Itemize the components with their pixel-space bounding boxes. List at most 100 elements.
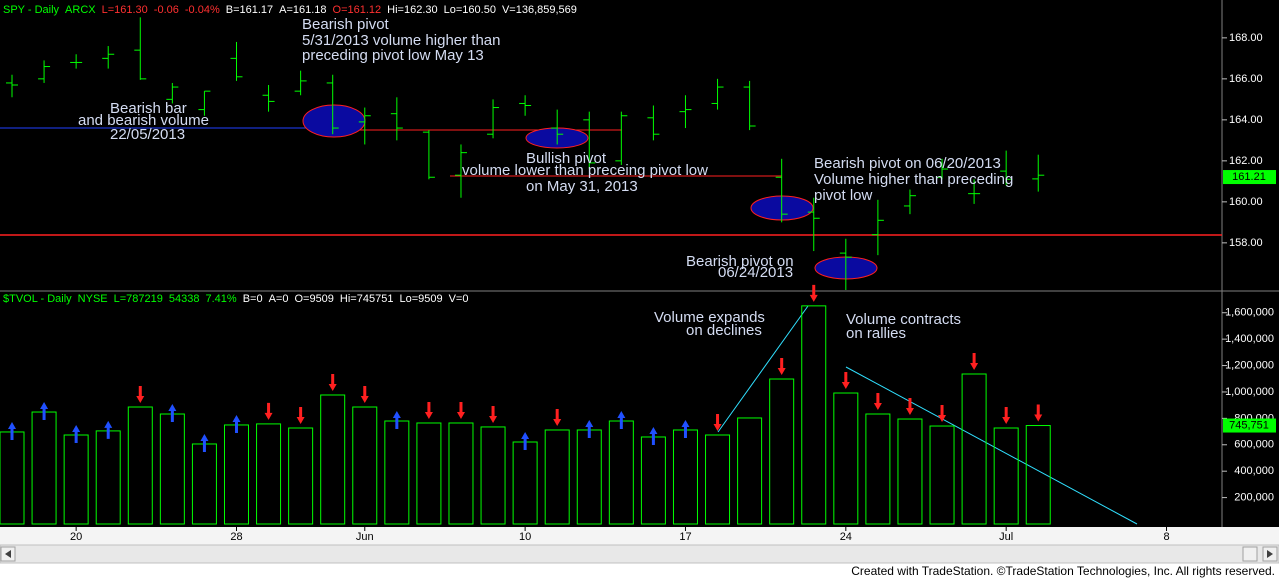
volume-bar [127,406,153,525]
volume-bar [865,413,891,525]
scroll-right-icon [1267,550,1273,558]
volume-bar [288,427,314,525]
signal-arrow [681,419,690,438]
x-tick-label: Jun [356,531,374,543]
y-tick-label: 1,200,000 [1225,359,1274,371]
volume-bar [416,422,442,525]
annotation: Volume expands [654,309,765,326]
annotation: 06/24/2013 [718,264,793,281]
y-tick-label: 160.00 [1229,196,1263,208]
volume-bar [544,429,570,525]
signal-arrow [553,408,562,426]
signal-arrow [777,358,786,376]
annotation: Volume higher than preceding [814,171,1013,188]
annotation: Volume contracts [846,311,961,328]
signal-arrow [136,386,145,404]
annotation: 22/05/2013 [110,126,185,143]
signal-arrow [40,402,49,421]
volume-bar [480,426,506,525]
header-field: V=0 [449,293,469,305]
header-field: O=161.12 [333,4,382,16]
header-field: Lo=160.50 [444,4,496,16]
chart-background [0,0,1279,527]
signal-arrow [521,432,530,451]
scrollbar[interactable] [0,544,1279,564]
x-tick-label: 8 [1163,531,1169,543]
y-tick-label: 158.00 [1229,237,1263,249]
x-tick-label: 20 [70,531,82,543]
y-tick-label: 166.00 [1229,73,1263,85]
signal-arrow [649,426,658,445]
header-field: L=787219 [114,293,163,305]
signal-arrow [264,402,273,420]
volume-bar [961,373,987,525]
volume-bar [929,425,955,525]
x-tick-label: 28 [230,531,242,543]
volume-bar [256,423,282,525]
volume-bar [448,422,474,525]
annotation: Bearish pivot on 06/20/2013 [814,155,1001,172]
y-tick-label: 164.00 [1229,114,1263,126]
annotation: on declines [686,322,762,339]
signal-arrow [8,421,16,440]
signal-arrow [72,425,81,444]
scroll-thumb[interactable] [1242,546,1258,562]
pivot-ellipse [302,104,366,138]
signal-arrow [585,419,594,438]
header-field: B=0 [243,293,263,305]
volume-bar [801,305,827,525]
header-field: Hi=745751 [340,293,394,305]
header-field: $TVOL - Daily [3,293,72,305]
header-field: A=0 [269,293,289,305]
signal-arrow [809,284,818,302]
volume-bar [1025,425,1051,525]
signal-arrow [424,401,433,419]
header-field: O=9509 [294,293,333,305]
signal-arrow [104,420,113,439]
y-tick-label: 1,600,000 [1225,307,1274,319]
header-field: Lo=9509 [399,293,442,305]
annotation: preceding pivot low May 13 [302,47,484,64]
signal-arrow [456,401,465,419]
signal-arrow [970,352,979,370]
last-volume-label: 745,751 [1229,419,1269,431]
y-tick-label: 200,000 [1234,491,1274,503]
annotation: Bullish pivot [526,150,607,167]
y-tick-label: 600,000 [1234,439,1274,451]
header-field: V=136,859,569 [502,4,577,16]
trend-line [717,305,809,433]
annotation: volume lower than preceing pivot low [462,162,708,179]
header-field: -0.04% [185,4,220,16]
signal-arrow [1002,407,1011,425]
header-field: L=161.30 [102,4,148,16]
x-tick-label: 17 [679,531,691,543]
header-field: 7.41% [205,293,236,305]
last-price-label: 161.21 [1232,171,1266,183]
x-tick-label: 24 [840,531,852,543]
y-tick-label: 1,000,000 [1225,386,1274,398]
signal-arrow [905,398,914,416]
signal-arrow [168,404,177,423]
y-tick-label: 168.00 [1229,32,1263,44]
volume-bar [320,394,346,525]
signal-arrow [713,414,722,432]
header-field: Hi=162.30 [387,4,437,16]
header-field: A=161.18 [279,4,326,16]
signal-arrow [873,393,882,411]
date-axis [0,527,1279,545]
signal-arrow [1034,404,1043,422]
signal-arrow [392,411,401,430]
y-tick-label: 162.00 [1229,155,1263,167]
last-price-box [1223,170,1276,185]
signal-arrow [360,386,369,404]
header-field: B=161.17 [226,4,273,16]
annotation: on rallies [846,325,906,342]
y-tick-label: 400,000 [1234,465,1274,477]
header-field: NYSE [78,293,108,305]
signal-arrow [489,405,498,423]
volume-bar [352,406,378,525]
signal-arrow [296,407,305,425]
scroll-left-icon [5,550,11,558]
header-field: SPY - Daily [3,4,60,16]
